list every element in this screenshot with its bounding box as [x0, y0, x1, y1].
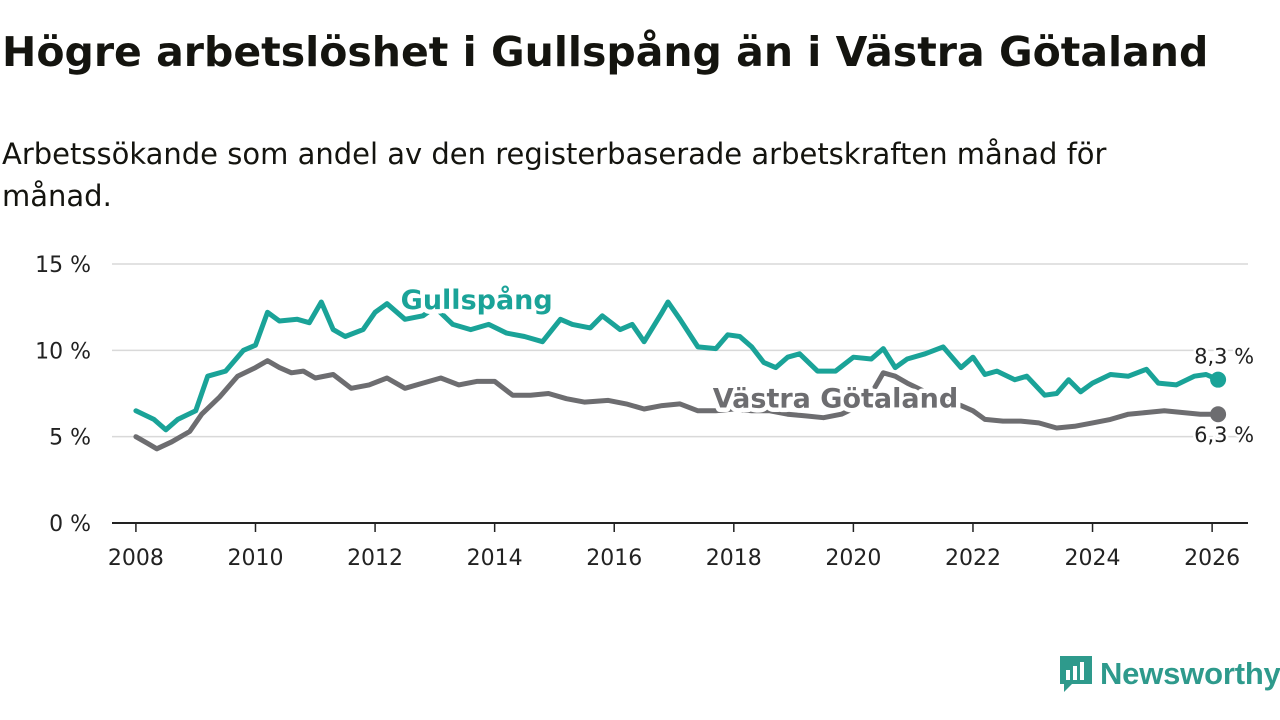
- chart-subtitle: Arbetssökande som andel av den registerb…: [2, 137, 1107, 213]
- brand-name: Newsworthy: [1100, 656, 1280, 691]
- x-tick-label: 2022: [945, 546, 1001, 571]
- series-end-value-label: 6,3 %: [1194, 423, 1254, 447]
- series-labels: Gullspång Västra Götaland 8,3 % 6,3 %: [396, 279, 1256, 449]
- x-tick-label: 2012: [347, 546, 403, 571]
- series-end-point-1: [1210, 406, 1227, 423]
- x-tick-label: 2020: [825, 546, 881, 571]
- y-tick-label: 15 %: [35, 253, 91, 278]
- x-tick-label: 2016: [586, 546, 642, 571]
- y-axis-ticks: 0 % 5 % 10 % 15 %: [35, 253, 91, 537]
- gridlines: [112, 263, 1248, 438]
- y-tick-label: 0 %: [49, 512, 91, 537]
- series-end-value-label: 8,3 %: [1194, 345, 1254, 369]
- series-name-label: Västra Götaland: [713, 383, 958, 414]
- series-end-point-0: [1210, 371, 1227, 388]
- x-tick-label: 2026: [1184, 546, 1240, 571]
- series-line-0: [133, 299, 1221, 433]
- x-tick-label: 2014: [467, 546, 523, 571]
- x-tick-label: 2010: [227, 546, 283, 571]
- x-tick-label: 2024: [1065, 546, 1121, 571]
- x-tick-label: 2018: [706, 546, 762, 571]
- y-tick-label: 10 %: [35, 339, 91, 364]
- chart-title: Högre arbetslöshet i Gullspång än i Väst…: [2, 28, 1209, 76]
- newsworthy-logo-icon: [1060, 656, 1092, 692]
- series-name-label: Gullspång: [401, 284, 553, 316]
- brand-logo: Newsworthy: [1058, 652, 1280, 696]
- series-lines: [133, 299, 1227, 452]
- x-tick-label: 2008: [108, 546, 164, 571]
- y-tick-label: 5 %: [49, 426, 91, 451]
- series-line-1: [133, 358, 1221, 452]
- x-axis-ticks: 2008 2010 2012 2014 2016 2018 2020 2022 2024 2026: [108, 523, 1240, 571]
